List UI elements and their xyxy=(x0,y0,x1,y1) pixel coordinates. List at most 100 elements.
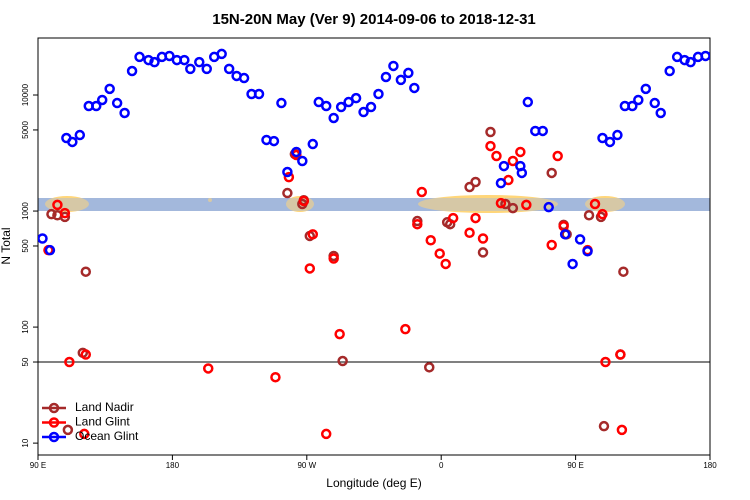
point xyxy=(337,355,348,367)
point xyxy=(238,72,250,84)
point xyxy=(365,101,377,113)
point xyxy=(543,201,554,213)
point xyxy=(119,107,130,119)
x-tick-label: 180 xyxy=(166,461,180,470)
point xyxy=(655,107,666,119)
point xyxy=(400,323,411,335)
point xyxy=(80,349,92,360)
point xyxy=(328,112,339,124)
point xyxy=(515,146,526,158)
point xyxy=(600,356,611,368)
point xyxy=(223,63,235,75)
point xyxy=(507,202,519,214)
point xyxy=(298,195,310,207)
x-tick-label: 90 E xyxy=(30,461,46,470)
point xyxy=(59,207,71,219)
point xyxy=(615,349,626,360)
point xyxy=(640,83,652,95)
point xyxy=(627,100,638,112)
point xyxy=(328,253,339,264)
point xyxy=(521,199,532,211)
chart-title: 15N-20N May (Ver 9) 2014-09-06 to 2018-1… xyxy=(212,11,536,28)
point xyxy=(185,63,196,75)
point xyxy=(270,371,281,383)
points xyxy=(38,48,710,440)
y-tick-label: 10 xyxy=(21,438,30,447)
point xyxy=(282,166,293,178)
point xyxy=(320,100,332,112)
y-tick-label: 500 xyxy=(21,239,30,253)
y-tick-label: 10000 xyxy=(21,83,30,106)
point xyxy=(485,126,496,138)
point xyxy=(516,167,528,179)
point xyxy=(477,247,489,258)
point xyxy=(574,234,586,245)
point xyxy=(388,60,399,72)
legend-marker xyxy=(48,402,60,414)
point xyxy=(79,428,90,440)
point xyxy=(546,239,557,251)
point xyxy=(149,56,160,68)
y-axis-label: N Total xyxy=(0,227,13,264)
legend-marker xyxy=(48,431,60,443)
point xyxy=(447,212,459,224)
point xyxy=(552,150,563,162)
point xyxy=(589,198,601,210)
point xyxy=(685,56,696,68)
point xyxy=(425,235,436,246)
point xyxy=(491,150,502,162)
point xyxy=(80,266,92,277)
y-tick-label: 100 xyxy=(21,320,30,334)
point xyxy=(582,246,593,257)
point xyxy=(546,167,557,179)
point xyxy=(679,54,690,66)
point xyxy=(403,67,414,79)
x-axis-label: Longitude (deg E) xyxy=(326,476,421,490)
point xyxy=(416,186,428,198)
band-blob xyxy=(208,198,212,202)
point xyxy=(612,129,623,141)
point xyxy=(202,363,214,374)
point xyxy=(179,54,190,66)
point xyxy=(268,135,280,147)
point xyxy=(335,101,347,113)
point xyxy=(424,362,435,373)
point xyxy=(500,198,511,210)
plot-frame xyxy=(37,37,711,456)
point xyxy=(664,65,675,77)
point xyxy=(334,328,345,340)
point xyxy=(143,54,154,66)
legend-label: Land Glint xyxy=(75,415,130,429)
point xyxy=(194,56,205,68)
point xyxy=(373,88,384,100)
point xyxy=(46,208,57,220)
point xyxy=(59,211,71,223)
point xyxy=(291,146,302,158)
point xyxy=(253,88,265,100)
point xyxy=(477,233,489,244)
point xyxy=(440,258,451,270)
point xyxy=(412,218,423,230)
x-tick-label: 180 xyxy=(703,461,717,470)
point xyxy=(464,227,475,239)
point xyxy=(64,356,75,368)
legend-label: Land Nadir xyxy=(75,400,134,414)
band-overlay xyxy=(38,198,710,211)
point xyxy=(307,138,319,150)
point xyxy=(350,92,362,104)
point xyxy=(67,136,78,148)
y-tick-label: 1000 xyxy=(21,202,30,220)
point xyxy=(96,94,108,106)
point xyxy=(522,96,534,108)
point xyxy=(598,420,610,432)
point xyxy=(283,171,295,183)
point xyxy=(297,155,308,167)
point xyxy=(537,125,548,137)
point xyxy=(616,424,628,436)
point xyxy=(495,177,507,189)
point xyxy=(201,63,212,75)
point xyxy=(464,181,475,193)
